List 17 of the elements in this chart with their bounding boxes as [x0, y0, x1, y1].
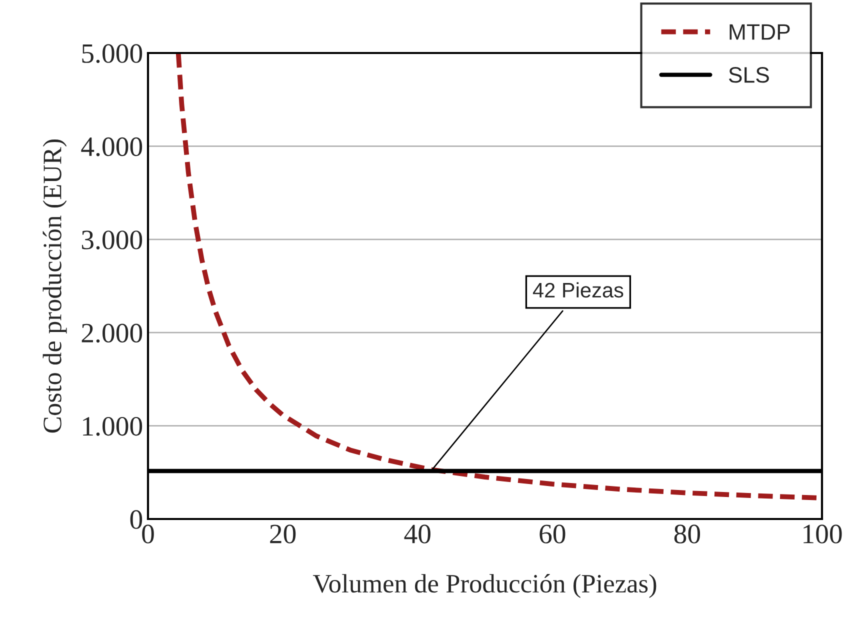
y-tick-label: 5.000	[82, 44, 142, 64]
y-tick-label: 1.000	[83, 416, 142, 436]
legend-label: MTDP	[730, 24, 790, 40]
y-tick-label: 4.000	[81, 137, 142, 156]
x-axis-title: Volumen de Producción (Piezas)	[312, 574, 656, 598]
x-tick-label: 0	[142, 524, 154, 544]
y-tick-label: 2.000	[82, 324, 142, 343]
y-tick-label: 0	[130, 510, 142, 529]
y-axis-title: Costo de producción (EUR)	[42, 139, 67, 433]
x-tick-label: 40	[404, 524, 430, 544]
x-tick-label: 80	[674, 524, 700, 544]
x-tick-label: 60	[540, 524, 566, 544]
annotation: 42 Piezas	[532, 282, 624, 298]
y-tick-label: 3.000	[82, 230, 142, 250]
x-tick-label: 100	[804, 524, 842, 544]
legend-label: SLS	[728, 67, 769, 83]
x-tick-label: 20	[270, 524, 296, 544]
